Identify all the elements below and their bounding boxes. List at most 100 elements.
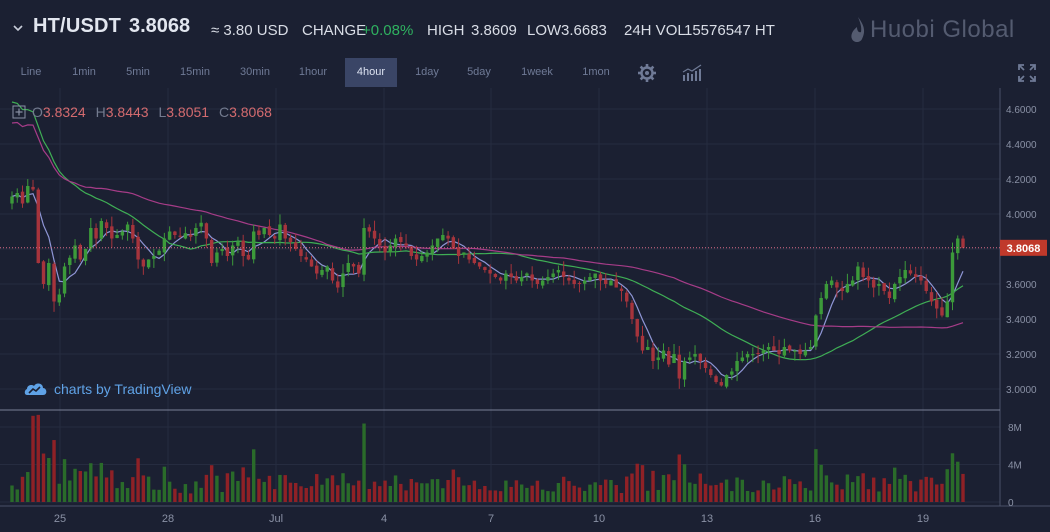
candle-body <box>325 266 329 272</box>
candle-body <box>267 226 272 235</box>
candle-body <box>782 347 787 356</box>
candle-body <box>498 277 503 281</box>
candle-body <box>299 249 303 256</box>
volume-bar <box>703 483 708 502</box>
volume-bar <box>194 481 198 502</box>
y-tick-label: 3.4000 <box>1006 315 1037 326</box>
volume-bar <box>89 463 93 502</box>
volume-bar <box>99 462 104 502</box>
volume-bar <box>829 482 834 502</box>
volume-bar <box>199 487 203 502</box>
indicators-icon[interactable] <box>681 63 703 83</box>
volume-bar <box>646 490 650 502</box>
interval-5day[interactable]: 5day <box>467 66 491 78</box>
candle-body <box>315 265 319 274</box>
volume-bar <box>451 469 456 502</box>
volume-bar <box>745 490 750 502</box>
interval-15min[interactable]: 15min <box>180 66 210 78</box>
volume-bar <box>462 485 466 502</box>
interval-30min[interactable]: 30min <box>240 66 270 78</box>
candle-body <box>209 240 214 263</box>
candle-body <box>656 357 660 361</box>
interval-1min[interactable]: 1min <box>72 66 96 78</box>
interval-1day[interactable]: 1day <box>415 66 439 78</box>
candle-body <box>572 279 576 284</box>
candle-body <box>740 357 745 361</box>
volume-bar <box>83 471 88 502</box>
volume-bar <box>131 477 135 502</box>
candle-body <box>604 279 608 284</box>
candle-body <box>141 259 146 267</box>
candle-body <box>556 270 561 273</box>
candle-body <box>162 238 167 253</box>
candle-body <box>47 263 51 286</box>
interval-1week[interactable]: 1week <box>521 66 553 78</box>
volume-bar <box>152 489 156 502</box>
volume-bar <box>877 491 881 502</box>
fullscreen-icon[interactable] <box>1017 63 1037 83</box>
candle-body <box>451 237 456 249</box>
candle-body <box>908 270 913 274</box>
candle-body <box>41 261 46 284</box>
interval-line[interactable]: Line <box>20 66 42 78</box>
volume-bar <box>567 481 571 502</box>
low-label: LOW <box>527 22 562 39</box>
volume-bar <box>73 468 77 502</box>
expand-legend-icon[interactable] <box>12 105 26 119</box>
high-label: H <box>95 104 106 120</box>
candle-body <box>472 257 477 263</box>
candlestick-chart[interactable]: 3.00003.20003.40003.60003.80004.00004.20… <box>0 88 1050 532</box>
volume-bar <box>320 484 324 502</box>
candle-body <box>609 280 613 286</box>
volume-bar <box>940 483 944 502</box>
candle-body <box>519 277 524 282</box>
candle-body <box>730 371 734 375</box>
candle-body <box>393 238 398 247</box>
volume-bar <box>640 465 645 502</box>
candle-body <box>173 231 177 235</box>
candle-body <box>62 266 67 294</box>
candle-body <box>278 224 282 241</box>
volume-bar <box>393 475 398 502</box>
volume-bar <box>283 475 287 502</box>
candle-body <box>577 282 582 284</box>
candle-body <box>914 274 918 277</box>
huobi-logo: Huobi Global <box>848 14 1043 46</box>
volume-bar <box>383 480 387 502</box>
candle-body <box>745 354 750 358</box>
x-tick-label: 7 <box>488 513 494 525</box>
volume-bar <box>667 474 671 502</box>
candle-body <box>703 362 708 368</box>
candle-body <box>887 291 892 298</box>
volume-bar <box>540 489 545 502</box>
chevron-down-icon[interactable] <box>12 21 24 37</box>
price-chart[interactable]: 3.00003.20003.40003.60003.80004.00004.20… <box>0 88 1050 532</box>
volume-bar <box>47 458 51 502</box>
candle-body <box>840 287 844 291</box>
interval-4hour[interactable]: 4hour <box>345 58 397 87</box>
candle-body <box>677 354 681 379</box>
high-value: 3.8609 <box>471 22 517 39</box>
candle-body <box>404 243 408 246</box>
volume-bar <box>315 474 319 502</box>
volume-bar <box>698 473 703 502</box>
interval-1hour[interactable]: 1hour <box>298 66 328 78</box>
candle-body <box>787 345 792 351</box>
volume-bar <box>724 479 729 502</box>
volume-bar <box>10 485 14 502</box>
volume-bar <box>709 485 713 502</box>
interval-1mon[interactable]: 1mon <box>582 66 610 78</box>
volume-bar <box>288 482 293 502</box>
volume-bar <box>693 483 697 502</box>
candle-body <box>68 257 72 266</box>
volume-bar <box>772 489 776 502</box>
volume-bar <box>262 481 266 502</box>
interval-5min[interactable]: 5min <box>126 66 150 78</box>
volume-bar <box>388 485 393 502</box>
volume-bar <box>94 476 98 502</box>
ma-line-long <box>11 121 964 329</box>
pair-selector[interactable]: HT/USDT <box>33 15 122 37</box>
volume-bar <box>62 459 67 502</box>
gear-icon[interactable] <box>637 63 657 83</box>
candle-body <box>26 186 30 203</box>
